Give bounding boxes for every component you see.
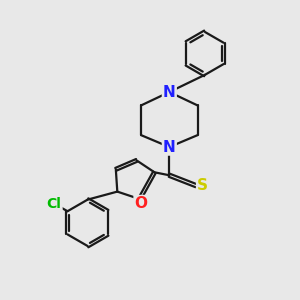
Text: N: N — [163, 140, 176, 154]
Text: N: N — [163, 85, 176, 100]
Text: O: O — [135, 196, 148, 211]
Text: S: S — [197, 178, 208, 193]
Text: Cl: Cl — [47, 197, 61, 211]
